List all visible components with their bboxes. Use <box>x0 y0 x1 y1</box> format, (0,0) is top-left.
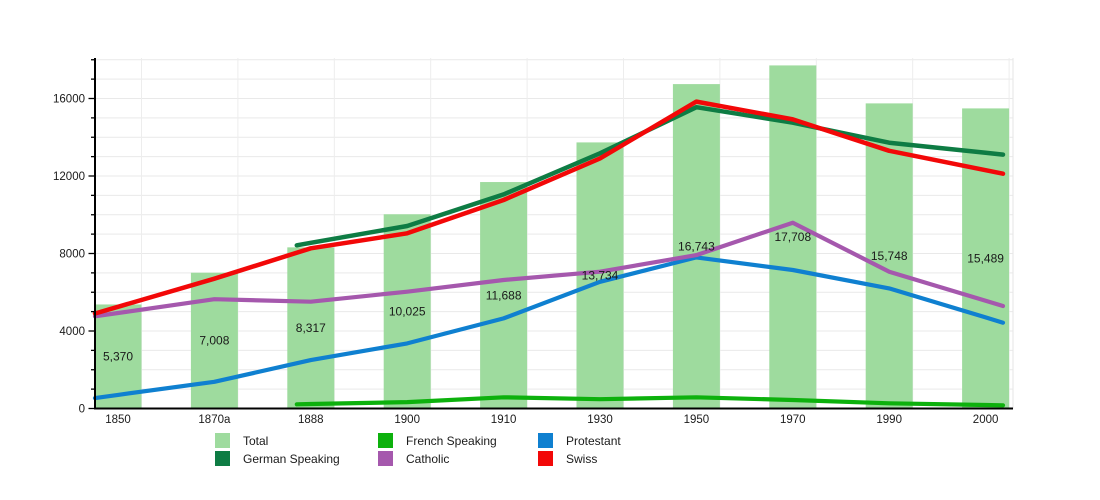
legend-label-german-speaking: German Speaking <box>243 452 340 466</box>
total-population-bar <box>287 247 335 409</box>
legend-label-total: Total <box>243 434 268 448</box>
legend-swatch-protestant <box>538 433 553 448</box>
x-axis-label: 1888 <box>298 414 324 426</box>
legend-swatch-german-speaking <box>215 451 230 466</box>
x-axis-label: 1970 <box>780 414 806 426</box>
series-line-catholic <box>92 220 1006 319</box>
x-axis-label: 1870a <box>198 414 231 426</box>
total-population-bar <box>480 182 528 409</box>
bar-value-label: 7,008 <box>199 334 229 348</box>
bar-value-label: 8,317 <box>296 321 326 335</box>
bar-value-label: 15,748 <box>871 249 908 263</box>
bar-value-label: 16,743 <box>678 239 715 253</box>
series-line-french-speaking <box>294 395 1006 408</box>
x-axis-label: 1950 <box>684 414 710 426</box>
y-axis-label: 0 <box>79 404 85 416</box>
x-axis-label: 1910 <box>491 414 517 426</box>
y-axis-label: 4000 <box>59 326 85 338</box>
series-line-protestant <box>92 255 1006 401</box>
bar-value-label: 15,489 <box>967 251 1004 265</box>
series-line-swiss <box>92 99 1006 316</box>
legend-swatch-swiss <box>538 451 553 466</box>
total-population-bar <box>672 84 720 409</box>
legend-label-french-speaking: French Speaking <box>406 434 497 448</box>
legend-swatch-total <box>215 433 230 448</box>
legend-swatch-french-speaking <box>378 433 393 448</box>
x-axis-label: 1990 <box>876 414 902 426</box>
bar-value-label: 5,370 <box>103 349 133 363</box>
x-axis-label: 1850 <box>105 414 131 426</box>
bar-value-label: 13,734 <box>582 268 619 282</box>
total-population-bar <box>383 214 431 409</box>
bar-value-label: 17,708 <box>774 230 811 244</box>
legend-label-catholic: Catholic <box>406 452 449 466</box>
total-population-bar <box>576 142 624 409</box>
y-axis-label: 16000 <box>53 94 85 106</box>
y-axis-label: 12000 <box>53 171 85 183</box>
legend-label-swiss: Swiss <box>566 452 597 466</box>
bar-value-label: 10,025 <box>389 304 426 318</box>
legend-label-protestant: Protestant <box>566 434 621 448</box>
total-population-bar <box>962 108 1010 409</box>
legend-swatch-catholic <box>378 451 393 466</box>
y-axis-label: 8000 <box>59 249 85 261</box>
x-axis-label: 1900 <box>394 414 420 426</box>
x-axis-label: 1930 <box>587 414 613 426</box>
x-axis-label: 2000 <box>973 414 999 426</box>
bar-value-label: 11,688 <box>486 288 522 302</box>
